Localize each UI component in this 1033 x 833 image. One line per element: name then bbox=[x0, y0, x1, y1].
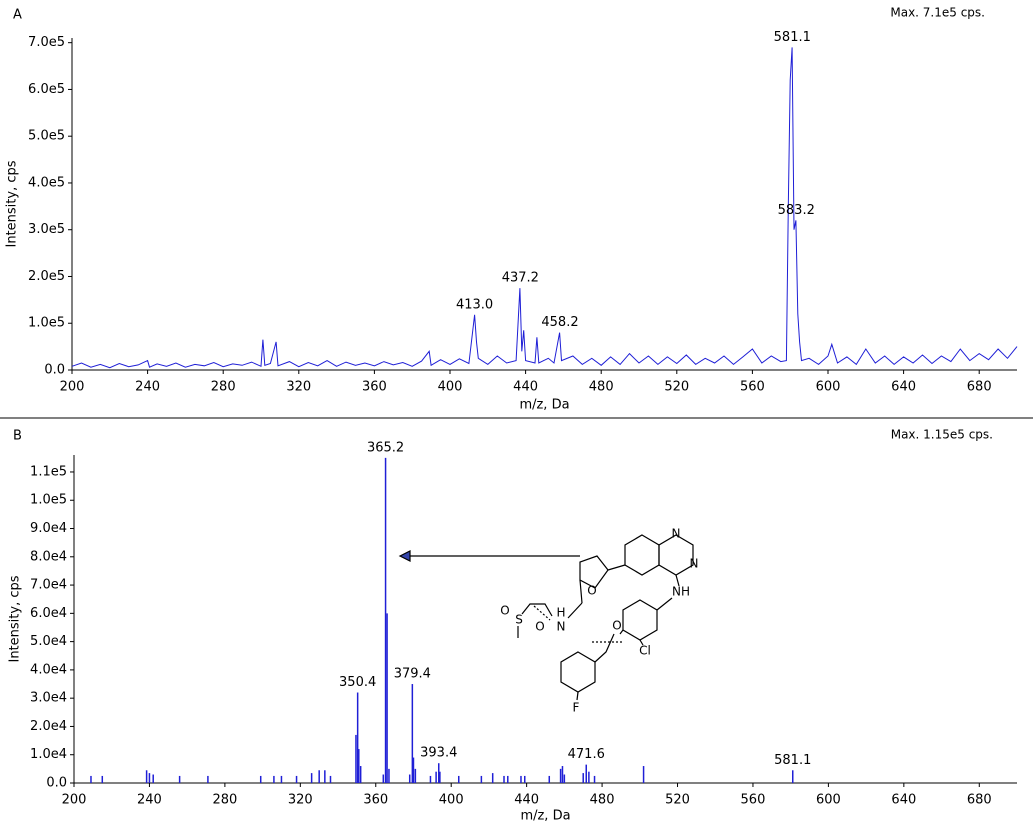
y-tick-label: 8.0e4 bbox=[30, 549, 67, 564]
x-tick-label: 240 bbox=[135, 380, 160, 395]
y-tick-label: 2.0e4 bbox=[30, 719, 67, 734]
bond bbox=[656, 597, 673, 611]
molecule-structure: N N NH O H N O S O O Cl F bbox=[398, 527, 699, 715]
peak-label: 350.4 bbox=[339, 675, 376, 690]
x-tick-label: 520 bbox=[665, 793, 690, 808]
peak-label: 471.6 bbox=[568, 747, 605, 762]
aniline-ring bbox=[622, 599, 658, 641]
peak-label: 379.4 bbox=[394, 667, 431, 682]
y-tick-label: 1.0e5 bbox=[30, 493, 67, 508]
atom-label: S bbox=[515, 613, 523, 627]
atom-label: O bbox=[587, 584, 596, 598]
x-tick-label: 480 bbox=[589, 380, 614, 395]
x-tick-label: 240 bbox=[137, 793, 162, 808]
chain bbox=[521, 603, 553, 617]
x-tick-label: 360 bbox=[363, 793, 388, 808]
x-tick-label: 560 bbox=[741, 793, 766, 808]
cleavage-line bbox=[533, 605, 551, 621]
bond bbox=[576, 691, 579, 701]
atom-label: N bbox=[557, 620, 566, 634]
panel-label: B bbox=[13, 429, 22, 444]
spectrum-line bbox=[71, 47, 1018, 369]
x-tick-label: 400 bbox=[438, 380, 463, 395]
y-tick-label: 7.0e4 bbox=[30, 578, 67, 593]
y-tick-label: 4.0e5 bbox=[28, 175, 65, 190]
bond bbox=[607, 564, 626, 571]
atom-label: N bbox=[672, 527, 681, 541]
y-tick-label: 1.0e5 bbox=[28, 316, 65, 331]
bond bbox=[639, 639, 644, 646]
y-tick-label: 0.0 bbox=[46, 776, 67, 791]
fluorophenyl-ring bbox=[560, 651, 596, 693]
y-axis-title: Intensity, cps bbox=[8, 575, 23, 662]
furan-ring bbox=[579, 555, 609, 589]
atom-label: O bbox=[535, 620, 544, 634]
x-tick-label: 600 bbox=[816, 380, 841, 395]
peak-label: 413.0 bbox=[456, 297, 493, 312]
x-tick-label: 360 bbox=[362, 380, 387, 395]
atom-label: N bbox=[690, 557, 699, 571]
x-tick-label: 640 bbox=[891, 793, 916, 808]
x-tick-label: 640 bbox=[891, 380, 916, 395]
y-tick-label: 2.0e5 bbox=[28, 269, 65, 284]
x-tick-label: 680 bbox=[967, 380, 992, 395]
y-tick-label: 9.0e4 bbox=[30, 521, 67, 536]
pyrimidine-ring bbox=[658, 534, 694, 576]
benzo-ring bbox=[624, 534, 660, 576]
x-axis-title: m/z, Da bbox=[519, 398, 569, 413]
peak-label: 583.2 bbox=[778, 203, 815, 218]
y-tick-label: 1.1e5 bbox=[30, 464, 67, 479]
atom-label: F bbox=[573, 701, 580, 715]
y-tick-label: 7.0e5 bbox=[28, 35, 65, 50]
atom-label: Cl bbox=[639, 644, 651, 658]
peak-label: 365.2 bbox=[367, 440, 404, 455]
peak-label: 581.1 bbox=[774, 753, 811, 768]
atom-label: O bbox=[612, 619, 621, 633]
y-tick-label: 4.0e4 bbox=[30, 662, 67, 677]
y-axis-title: Intensity, cps bbox=[5, 160, 20, 247]
max-intensity: Max. 1.15e5 cps. bbox=[891, 428, 993, 442]
peak-label: 437.2 bbox=[502, 271, 539, 286]
y-tick-label: 5.0e5 bbox=[28, 129, 65, 144]
bond bbox=[619, 629, 624, 635]
x-tick-label: 440 bbox=[513, 380, 538, 395]
peak-label: 581.1 bbox=[774, 30, 811, 45]
bond bbox=[567, 602, 583, 619]
arrow-head bbox=[398, 550, 411, 562]
x-tick-label: 320 bbox=[288, 793, 313, 808]
y-tick-label: 3.0e4 bbox=[30, 691, 67, 706]
bond bbox=[579, 579, 583, 604]
x-tick-label: 560 bbox=[740, 380, 765, 395]
x-tick-label: 520 bbox=[664, 380, 689, 395]
x-tick-label: 280 bbox=[211, 380, 236, 395]
peak-label: 458.2 bbox=[541, 315, 578, 330]
bond bbox=[675, 574, 680, 587]
y-tick-label: 3.0e5 bbox=[28, 222, 65, 237]
x-tick-label: 200 bbox=[60, 380, 85, 395]
y-tick-label: 6.0e5 bbox=[28, 82, 65, 97]
atom-label: O bbox=[500, 604, 509, 618]
peak-label: 393.4 bbox=[420, 746, 457, 761]
x-tick-label: 200 bbox=[62, 793, 87, 808]
max-intensity: Max. 7.1e5 cps. bbox=[890, 6, 985, 20]
x-axis-title: m/z, Da bbox=[520, 809, 570, 824]
y-tick-label: 6.0e4 bbox=[30, 606, 67, 621]
y-tick-label: 5.0e4 bbox=[30, 634, 67, 649]
x-tick-label: 680 bbox=[967, 793, 992, 808]
y-tick-label: 1.0e4 bbox=[30, 747, 67, 762]
panel-label: A bbox=[13, 8, 22, 23]
bond bbox=[594, 633, 615, 663]
x-tick-label: 600 bbox=[816, 793, 841, 808]
x-tick-label: 480 bbox=[590, 793, 615, 808]
atom-label: H bbox=[556, 606, 565, 620]
x-tick-label: 280 bbox=[212, 793, 237, 808]
atom-label: NH bbox=[672, 585, 690, 599]
x-tick-label: 440 bbox=[514, 793, 539, 808]
x-tick-label: 400 bbox=[439, 793, 464, 808]
x-tick-label: 320 bbox=[286, 380, 311, 395]
y-tick-label: 0.0 bbox=[44, 363, 65, 378]
